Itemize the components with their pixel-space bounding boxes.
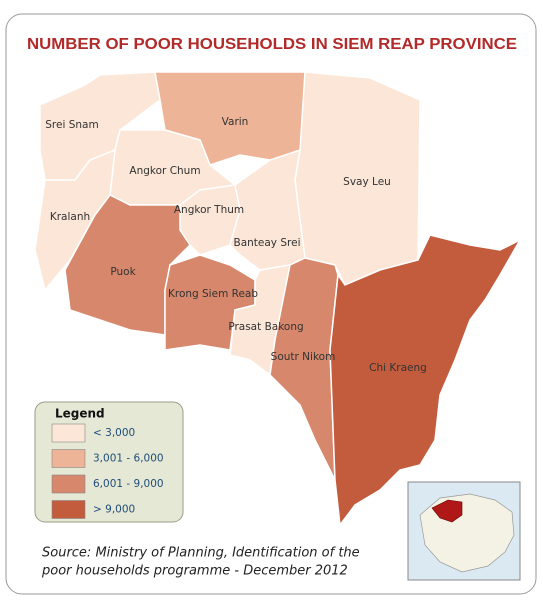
province-highlight xyxy=(431,499,463,523)
district-label: Puok xyxy=(110,266,136,278)
district-label: Svay Leu xyxy=(343,176,391,188)
district-label: Varin xyxy=(222,116,249,128)
district-label: Krong Siem Reab xyxy=(168,288,258,300)
map: Srei Snam Varin Svay Leu Angkor Chum Kralanh… xyxy=(34,71,522,527)
district-label: Srei Snam xyxy=(45,119,98,131)
inset-map xyxy=(407,481,521,581)
legend-title: Legend xyxy=(55,407,105,421)
district-label: Chi Kraeng xyxy=(369,362,427,374)
legend-swatch xyxy=(51,474,86,494)
legend: Legend < 3,000 3,001 - 6,000 6,001 - 9,000 >… xyxy=(34,401,184,523)
source-line: poor households programme - December 201… xyxy=(41,564,348,579)
legend-swatch xyxy=(51,500,86,519)
district xyxy=(269,257,339,481)
legend-swatch xyxy=(51,449,86,468)
legend-label: 6,001 - 9,000 xyxy=(93,478,164,490)
district xyxy=(329,234,522,527)
source-line: Source: Ministry of Planning, Identifica… xyxy=(42,546,360,561)
title: NUMBER OF POOR HOUSEHOLDS IN SIEM REAP P… xyxy=(27,36,517,53)
district-label: Soutr Nikom xyxy=(271,351,336,363)
district-label: Angkor Thum xyxy=(174,204,244,216)
district-label: Kralanh xyxy=(50,211,90,223)
legend-label: > 9,000 xyxy=(93,504,135,516)
legend-label: < 3,000 xyxy=(93,427,135,439)
legend-label: 3,001 - 6,000 xyxy=(93,453,164,465)
legend-swatch xyxy=(51,423,86,443)
district-label: Prasat Bakong xyxy=(228,321,303,333)
district-label: Banteay Srei xyxy=(234,237,301,249)
district-label: Angkor Chum xyxy=(129,165,200,177)
